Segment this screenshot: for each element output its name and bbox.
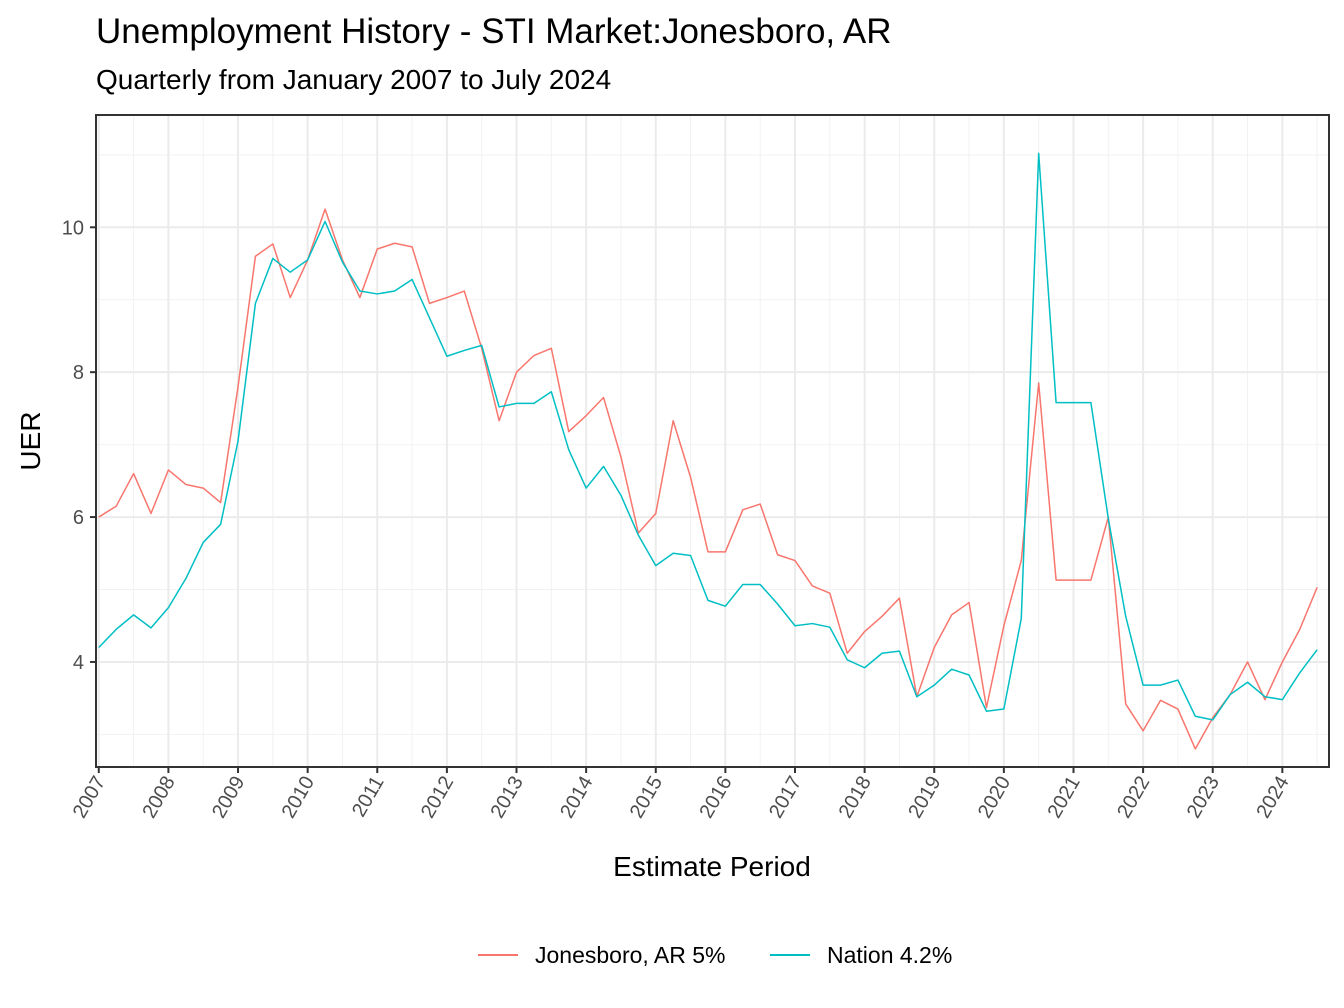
grid-lines <box>96 115 1329 767</box>
x-tick-label: 2017 <box>765 773 806 823</box>
x-tick-label: 2024 <box>1252 773 1293 823</box>
x-tick-label: 2020 <box>974 772 1015 822</box>
x-tick-label: 2022 <box>1113 773 1154 823</box>
panel-border <box>95 114 1330 768</box>
series-line-1 <box>98 152 1318 721</box>
x-tick-label: 2009 <box>208 773 249 823</box>
legend-label-1: Nation 4.2% <box>827 942 952 968</box>
x-tick-label: 2019 <box>904 773 945 823</box>
y-tick-label: 8 <box>73 362 84 384</box>
y-tick-label: 6 <box>73 507 84 529</box>
y-tick-label: 4 <box>73 652 84 674</box>
x-tick-label: 2010 <box>278 773 319 823</box>
series-lines <box>98 152 1318 750</box>
x-tick-label: 2007 <box>69 773 110 823</box>
chart-subtitle: Quarterly from January 2007 to July 2024 <box>96 64 612 95</box>
series-line-0 <box>98 208 1318 750</box>
x-tick-label: 2013 <box>487 773 528 823</box>
legend-label-0: Jonesboro, AR 5% <box>535 942 726 968</box>
x-tick-label: 2023 <box>1183 773 1224 823</box>
x-tick-label: 2008 <box>138 773 179 823</box>
x-axis-title: Estimate Period <box>613 851 811 882</box>
x-tick-label: 2012 <box>417 773 458 823</box>
x-tick-label: 2011 <box>348 773 389 821</box>
y-axis-title: UER <box>15 411 46 470</box>
x-tick-label: 2016 <box>695 773 736 823</box>
x-tick-label: 2015 <box>626 773 667 823</box>
chart-title: Unemployment History - STI Market:Jonesb… <box>96 12 892 51</box>
legend: Jonesboro, AR 5% Nation 4.2% <box>478 942 952 968</box>
x-tick-label: 2021 <box>1044 773 1085 823</box>
x-tick-label: 2018 <box>835 773 876 823</box>
x-tick-label: 2014 <box>556 773 597 823</box>
y-tick-label: 10 <box>62 217 84 239</box>
